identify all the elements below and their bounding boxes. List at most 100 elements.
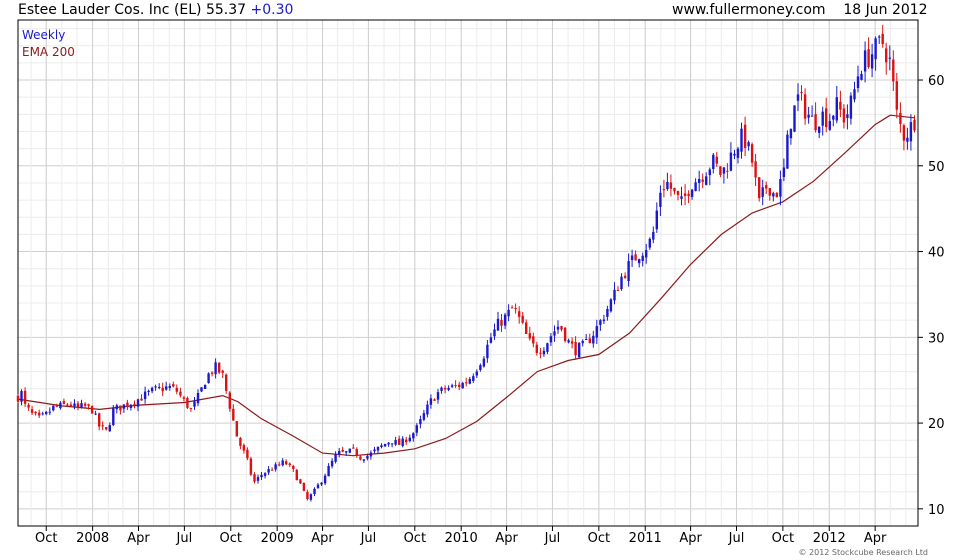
candle-up bbox=[807, 114, 810, 118]
axes: 10 20 30 40 50 60 Oct 2008 Apr Jul Oct 2009 Apr Jul Oc… bbox=[35, 74, 945, 546]
candle-up bbox=[595, 326, 598, 338]
candle-up bbox=[853, 89, 856, 100]
candle-up bbox=[733, 153, 736, 156]
candle-down bbox=[352, 447, 355, 449]
candle-down bbox=[528, 333, 531, 339]
candle-up bbox=[73, 403, 76, 407]
candle-up bbox=[366, 456, 369, 459]
candle-up bbox=[549, 336, 553, 343]
candle-up bbox=[641, 255, 644, 261]
candle-up bbox=[200, 387, 203, 392]
candle-down bbox=[242, 445, 246, 451]
candle-down bbox=[239, 437, 242, 446]
candle-up bbox=[818, 126, 821, 133]
candle-up bbox=[426, 404, 429, 415]
candle-down bbox=[634, 254, 637, 261]
x-tick-label: Oct bbox=[404, 531, 426, 546]
candle-up bbox=[59, 402, 62, 409]
candle-down bbox=[768, 188, 771, 196]
candle-up bbox=[369, 452, 373, 457]
candle-down bbox=[66, 404, 69, 406]
candle-down bbox=[518, 311, 521, 317]
candle-down bbox=[30, 409, 34, 413]
candle-up bbox=[578, 343, 581, 358]
candle-up bbox=[136, 399, 140, 407]
candle-up bbox=[747, 142, 750, 147]
x-tick-label: Jul bbox=[176, 531, 193, 546]
candle-down bbox=[175, 387, 178, 392]
candle-down bbox=[87, 404, 90, 406]
x-tick-label: 2010 bbox=[445, 531, 478, 546]
candle-up bbox=[330, 460, 334, 467]
candle-down bbox=[867, 49, 870, 67]
candle-up bbox=[479, 365, 482, 370]
candle-down bbox=[563, 327, 567, 341]
candle-up bbox=[274, 464, 277, 470]
x-tick-label: Apr bbox=[311, 531, 334, 546]
candle-up bbox=[613, 289, 616, 301]
candle-up bbox=[652, 231, 655, 240]
candle-up bbox=[436, 392, 440, 400]
candle-down bbox=[676, 191, 680, 195]
candle-up bbox=[779, 179, 782, 197]
candle-up bbox=[419, 419, 422, 425]
candle-up bbox=[729, 152, 733, 171]
chart-title: Estee Lauder Cos. Inc (EL) 55.37 +0.30 bbox=[18, 0, 293, 20]
candle-down bbox=[443, 388, 447, 390]
candle-up bbox=[581, 341, 584, 344]
security-name: Estee Lauder Cos. Inc (EL) bbox=[18, 2, 202, 18]
candle-up bbox=[486, 344, 489, 359]
candle-up bbox=[214, 362, 217, 375]
candle-up bbox=[627, 261, 630, 281]
candle-down bbox=[119, 405, 122, 411]
candle-down bbox=[800, 92, 803, 94]
x-tick-label: 2009 bbox=[261, 531, 294, 546]
candle-down bbox=[27, 404, 30, 408]
candle-up bbox=[394, 440, 397, 445]
candle-down bbox=[881, 33, 884, 45]
candle-down bbox=[105, 427, 108, 430]
candle-up bbox=[412, 433, 415, 439]
candle-up bbox=[835, 97, 838, 121]
x-tick-label: Apr bbox=[864, 531, 887, 546]
candle-down bbox=[839, 101, 842, 110]
header-right: www.fullermoney.com 18 Jun 2012 bbox=[672, 0, 928, 20]
candle-up bbox=[263, 473, 267, 476]
y-tick-label: 50 bbox=[928, 160, 945, 175]
candle-up bbox=[567, 340, 570, 343]
candle-down bbox=[683, 193, 687, 196]
x-tick-label: 2012 bbox=[813, 531, 846, 546]
candle-down bbox=[669, 182, 673, 189]
candle-down bbox=[16, 395, 20, 402]
candle-up bbox=[761, 187, 764, 197]
candle-down bbox=[90, 406, 94, 414]
candle-up bbox=[708, 169, 711, 176]
candle-down bbox=[179, 391, 182, 396]
candle-down bbox=[892, 59, 895, 82]
candle-up bbox=[592, 335, 595, 344]
candle-up bbox=[722, 167, 726, 174]
candle-up bbox=[387, 442, 390, 445]
candle-up bbox=[648, 238, 651, 248]
candle-up bbox=[147, 390, 150, 392]
candle-up bbox=[585, 339, 588, 340]
candle-up bbox=[158, 387, 161, 388]
x-tick-label: Jul bbox=[728, 531, 745, 546]
candle-down bbox=[514, 308, 517, 309]
site-link[interactable]: www.fullermoney.com bbox=[672, 2, 826, 18]
candle-down bbox=[23, 390, 27, 404]
candle-down bbox=[270, 469, 274, 471]
candle-down bbox=[623, 275, 627, 278]
candle-up bbox=[380, 445, 383, 447]
candle-down bbox=[359, 456, 362, 460]
candle-up bbox=[870, 54, 874, 69]
candle-up bbox=[602, 319, 606, 322]
candle-up bbox=[41, 413, 44, 415]
candle-up bbox=[659, 192, 662, 207]
candle-up bbox=[645, 250, 648, 258]
candle-up bbox=[267, 469, 270, 473]
candle-down bbox=[673, 187, 676, 192]
candle-up bbox=[165, 386, 168, 390]
copyright: © 2012 Stockcube Research Ltd bbox=[798, 548, 928, 557]
last-price: 55.37 bbox=[205, 2, 247, 18]
